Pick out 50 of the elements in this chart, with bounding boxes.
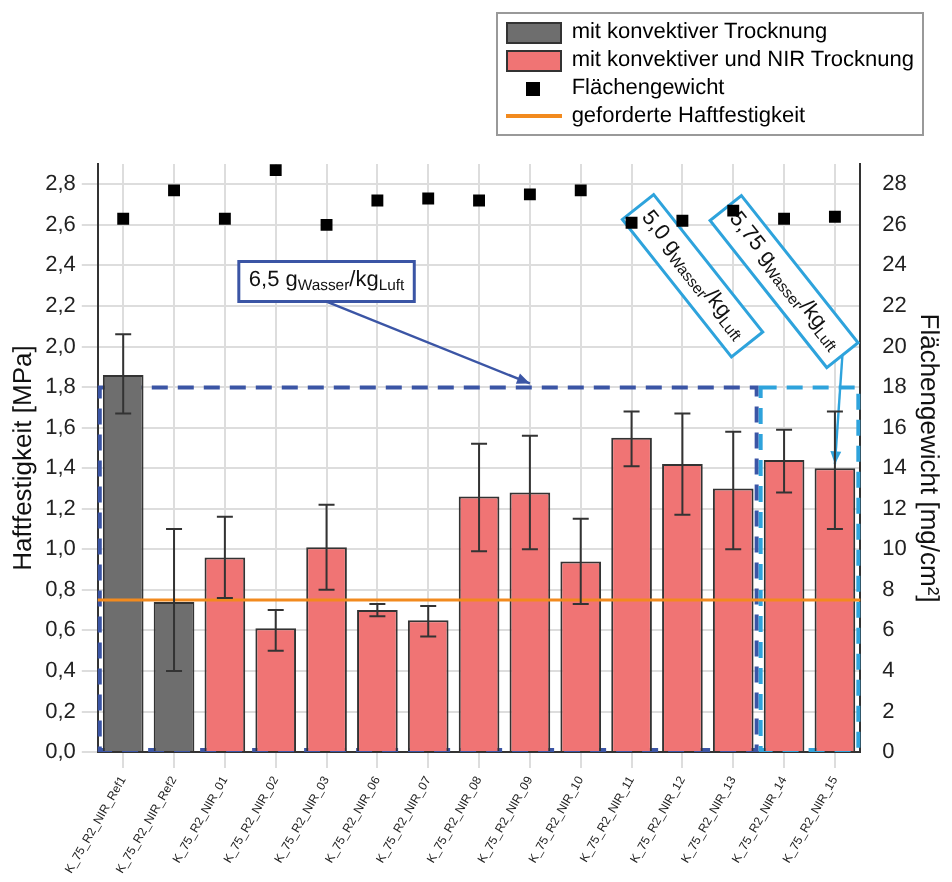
y2-tick-label: 12 (882, 496, 907, 521)
y-tick-label: 2,8 (45, 172, 76, 197)
point (320, 218, 333, 231)
y-tick-label: 1,4 (45, 456, 76, 481)
point (269, 164, 282, 177)
y2-tick-label: 24 (882, 253, 907, 278)
y2-tick-label: 16 (882, 415, 907, 440)
y-tick-label: 2,4 (45, 253, 76, 278)
y-tick-label: 1,0 (45, 537, 76, 562)
point (778, 212, 791, 225)
y-tick-label: 1,6 (45, 415, 76, 440)
y2-tick-label: 14 (882, 456, 907, 481)
point (676, 214, 689, 227)
point (218, 212, 231, 225)
y2-tick-label: 8 (882, 577, 895, 602)
y2-tick-label: 18 (882, 375, 907, 400)
point (625, 216, 638, 229)
point (523, 188, 536, 201)
point (828, 210, 841, 223)
legend-label: mit konvektiver Trocknung (571, 18, 828, 46)
legend-label: mit konvektiver und NIR Trocknung (571, 46, 914, 74)
point (473, 194, 486, 207)
y2-tick-label: 20 (882, 334, 907, 359)
y-tick-label: 1,8 (45, 375, 76, 400)
y-tick-label: 2,2 (45, 294, 76, 319)
point (574, 184, 587, 197)
y2-tick-label: 2 (882, 699, 895, 724)
point (371, 194, 384, 207)
y2-tick-label: 0 (882, 740, 895, 765)
y-tick-label: 2,6 (45, 212, 76, 237)
y-tick-label: 1,2 (45, 496, 76, 521)
y-tick-label: 0,6 (45, 618, 76, 643)
point (168, 184, 180, 197)
y2-tick-label: 28 (882, 172, 907, 197)
y2-tick-label: 4 (882, 659, 895, 684)
y2-tick-label: 22 (882, 294, 907, 319)
y-tick-label: 0,4 (45, 659, 76, 684)
y2-axis-title: Flächengewicht [mg/cm²] (915, 313, 946, 603)
point (422, 192, 435, 205)
point (117, 212, 130, 225)
y-axis-title: Haftfestigkeit [MPa] (6, 345, 37, 571)
y2-tick-label: 10 (882, 537, 907, 562)
y-tick-label: 0,8 (45, 577, 76, 602)
legend-label: geforderte Haftfestigkeit (571, 102, 806, 130)
y2-tick-label: 26 (882, 212, 907, 237)
legend-label: Flächengewicht (571, 74, 725, 102)
y2-tick-label: 6 (882, 618, 895, 643)
y-tick-label: 0,0 (45, 740, 76, 765)
y-tick-label: 2,0 (45, 334, 76, 359)
y-tick-label: 0,2 (45, 699, 76, 724)
